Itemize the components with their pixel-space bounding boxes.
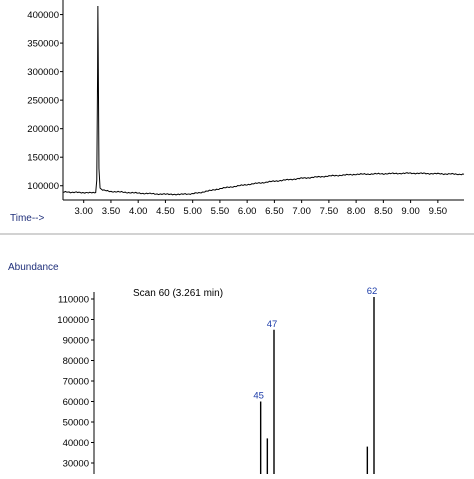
spectrum-peak-label: 47 <box>267 319 278 330</box>
top-x-tick-label: 7.50 <box>320 206 339 217</box>
top-x-tick-label: 8.00 <box>347 206 366 217</box>
spectrum-y-tick-label: 60000 <box>63 397 89 408</box>
top-x-tick-label: 6.50 <box>265 206 284 217</box>
top-x-tick-label: 4.50 <box>156 206 175 217</box>
top-x-tick-label: 5.50 <box>211 206 230 217</box>
spectrum-y-tick-label: 50000 <box>63 418 89 429</box>
top-x-tick-label: 5.00 <box>183 206 202 217</box>
spectrum-y-tick-label: 110000 <box>58 295 89 306</box>
abundance-label: Abundance <box>8 262 59 273</box>
top-y-tick-label: 400000 <box>27 10 59 21</box>
top-x-tick-label: 3.00 <box>74 206 93 217</box>
spectrum-y-tick-label: 90000 <box>63 336 89 347</box>
top-y-tick-label: 150000 <box>27 153 59 164</box>
top-y-tick-label: 100000 <box>27 181 59 192</box>
top-x-tick-label: 3.50 <box>102 206 121 217</box>
spectrum-peak-label: 62 <box>367 286 378 297</box>
spectrum-y-tick-label: 40000 <box>63 438 89 449</box>
top-y-tick-label: 250000 <box>27 96 59 107</box>
chromatogram-trace <box>62 5 465 196</box>
top-y-tick-label: 200000 <box>27 124 59 135</box>
spectrum-y-tick-label: 70000 <box>63 377 89 388</box>
top-x-tick-label: 9.50 <box>429 206 448 217</box>
top-x-tick-label: 4.00 <box>129 206 148 217</box>
top-x-tick-label: 7.00 <box>292 206 311 217</box>
spectrum-y-tick-label: 100000 <box>57 315 89 326</box>
top-x-tick-label: 8.50 <box>374 206 393 217</box>
time-axis-label: Time--> <box>10 213 45 224</box>
top-y-tick-label: 350000 <box>27 39 59 50</box>
top-x-tick-label: 6.00 <box>238 206 257 217</box>
spectrum-peak-label: 45 <box>253 391 264 402</box>
scan-annotation: Scan 60 (3.261 min) <box>133 288 224 299</box>
spectrum-y-tick-label: 30000 <box>63 459 89 470</box>
spectrum-y-tick-label: 80000 <box>63 356 89 367</box>
top-x-tick-label: 9.00 <box>401 206 420 217</box>
top-y-tick-label: 300000 <box>27 67 59 78</box>
